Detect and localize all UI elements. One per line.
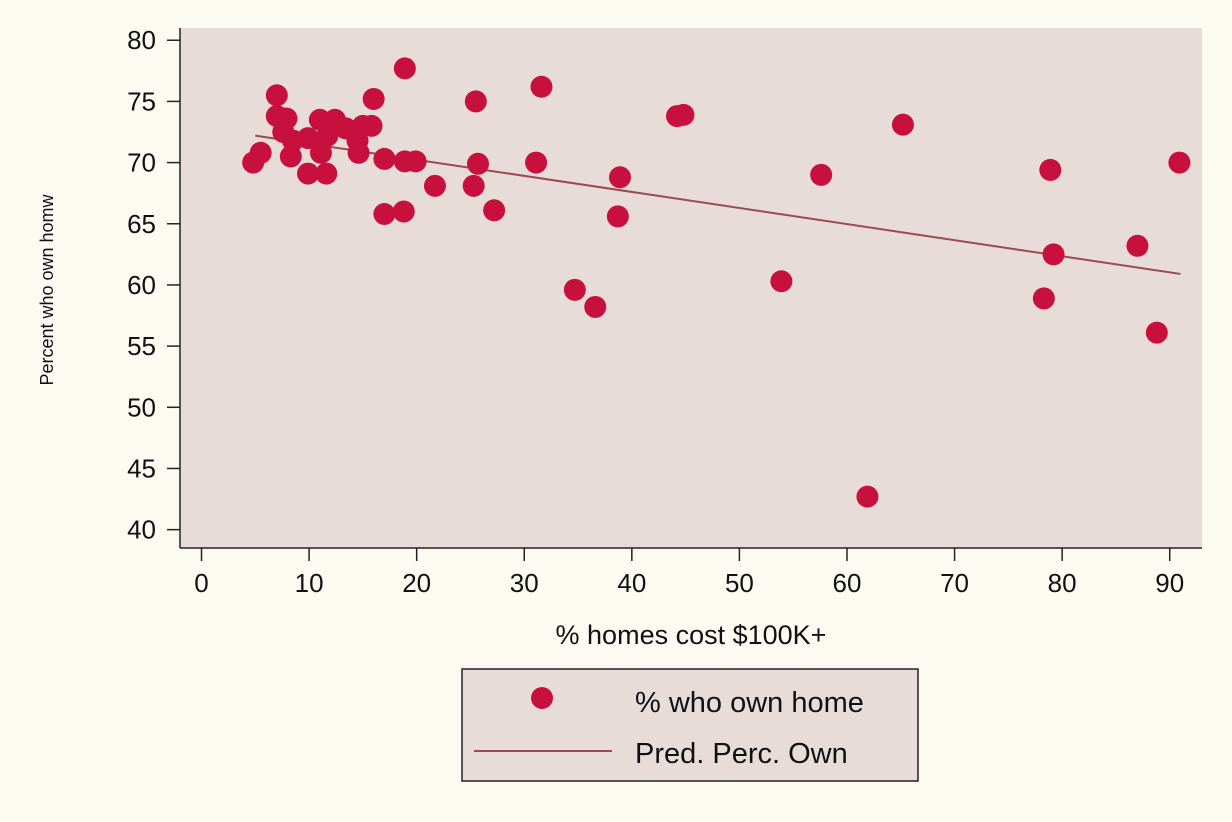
y-axis-ticks: 40 45 50 55 60 65 70 75 80: [127, 25, 180, 545]
x-axis-ticks: 0 10 20 30 40 50 60 70 80 90: [194, 548, 1184, 598]
data-point: [530, 75, 553, 98]
data-point: [525, 151, 548, 174]
y-tick-label: 60: [127, 270, 156, 300]
x-tick-label: 0: [194, 568, 208, 598]
x-tick-label: 70: [940, 568, 969, 598]
legend-box: [461, 668, 919, 782]
data-point: [606, 205, 629, 228]
data-point: [393, 57, 416, 80]
legend-label-line: Pred. Perc. Own: [635, 738, 848, 770]
legend-label-points: % who own home: [635, 687, 864, 719]
data-point: [770, 270, 793, 293]
data-point: [891, 113, 914, 136]
data-point: [279, 145, 302, 168]
data-point: [584, 295, 607, 318]
data-point: [423, 174, 446, 197]
data-point: [563, 278, 586, 301]
data-point: [265, 84, 288, 107]
scatter-points: [242, 57, 1191, 508]
data-point: [275, 107, 298, 130]
data-point: [315, 162, 338, 185]
x-axis-title: % homes cost $100K+: [556, 620, 827, 650]
y-tick-label: 75: [127, 86, 156, 116]
data-point: [309, 141, 332, 164]
data-point: [1168, 151, 1191, 174]
data-point: [1145, 321, 1168, 344]
data-point: [483, 199, 506, 222]
y-tick-label: 65: [127, 209, 156, 239]
y-tick-label: 45: [127, 453, 156, 483]
data-point: [297, 127, 320, 150]
legend: % who own home Pred. Perc. Own: [461, 668, 919, 782]
x-tick-label: 10: [295, 568, 324, 598]
legend-marker-points: [531, 687, 553, 709]
data-point: [373, 202, 396, 225]
y-tick-label: 70: [127, 148, 156, 178]
data-point: [1032, 287, 1055, 310]
y-tick-label: 50: [127, 392, 156, 422]
data-point: [373, 147, 396, 170]
data-point: [466, 152, 489, 175]
y-tick-label: 40: [127, 515, 156, 545]
data-point: [810, 163, 833, 186]
y-axis-title: Percent who own homw: [37, 193, 57, 385]
x-tick-label: 20: [402, 568, 431, 598]
data-point: [1042, 243, 1065, 266]
x-tick-label: 30: [510, 568, 539, 598]
x-tick-label: 50: [725, 568, 754, 598]
data-point: [672, 103, 695, 126]
x-tick-label: 90: [1155, 568, 1184, 598]
data-point: [462, 174, 485, 197]
data-point: [856, 485, 879, 508]
data-point: [608, 166, 631, 189]
y-tick-label: 55: [127, 331, 156, 361]
data-point: [362, 87, 385, 110]
data-point: [464, 90, 487, 113]
data-point: [249, 141, 272, 164]
x-tick-label: 80: [1048, 568, 1077, 598]
x-tick-label: 40: [617, 568, 646, 598]
data-point: [404, 150, 427, 173]
y-tick-label: 80: [127, 25, 156, 55]
data-point: [297, 162, 320, 185]
data-point: [392, 200, 415, 223]
x-tick-label: 60: [833, 568, 862, 598]
data-point: [1039, 158, 1062, 181]
data-point: [360, 114, 383, 137]
plot-area: [180, 28, 1202, 548]
data-point: [1126, 234, 1149, 257]
data-point: [347, 141, 370, 164]
